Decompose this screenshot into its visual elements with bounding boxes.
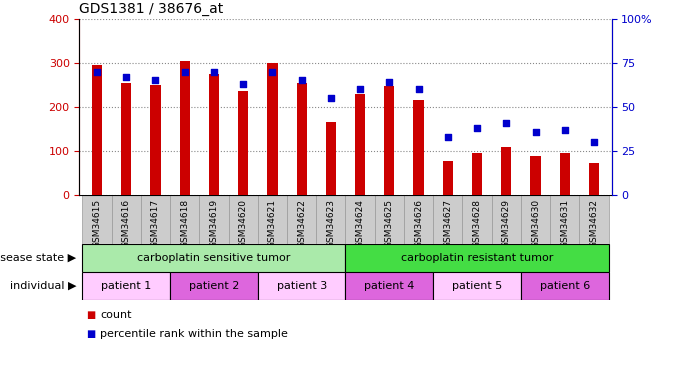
Bar	[579, 195, 609, 244]
Bar	[384, 86, 395, 195]
Text: percentile rank within the sample: percentile rank within the sample	[100, 329, 288, 339]
Text: patient 1: patient 1	[101, 281, 151, 291]
Bar	[346, 244, 609, 272]
Bar	[413, 100, 424, 195]
Bar	[560, 153, 570, 195]
Point	[238, 81, 249, 87]
Text: GSM34623: GSM34623	[326, 199, 335, 248]
Point	[209, 69, 220, 75]
Bar	[82, 195, 112, 244]
Point	[121, 74, 132, 80]
Text: GSM34628: GSM34628	[473, 199, 482, 248]
Bar	[170, 272, 258, 300]
Bar	[433, 272, 521, 300]
Text: GSM34630: GSM34630	[531, 199, 540, 248]
Text: GSM34616: GSM34616	[122, 199, 131, 248]
Bar	[521, 195, 550, 244]
Text: GSM34627: GSM34627	[444, 199, 453, 248]
Bar	[316, 195, 346, 244]
Bar	[501, 147, 511, 195]
Text: GSM34619: GSM34619	[209, 199, 218, 248]
Point	[354, 86, 366, 92]
Point	[413, 86, 424, 92]
Text: GDS1381 / 38676_at: GDS1381 / 38676_at	[79, 2, 224, 16]
Bar	[287, 195, 316, 244]
Bar	[443, 160, 453, 195]
Bar	[433, 195, 462, 244]
Bar	[151, 85, 160, 195]
Bar	[521, 272, 609, 300]
Bar	[472, 153, 482, 195]
Text: patient 5: patient 5	[452, 281, 502, 291]
Bar	[267, 63, 278, 195]
Bar	[229, 195, 258, 244]
Bar	[492, 195, 521, 244]
Bar	[121, 82, 131, 195]
Text: GSM34632: GSM34632	[589, 199, 598, 248]
Text: GSM34621: GSM34621	[268, 199, 277, 248]
Text: GSM34622: GSM34622	[297, 199, 306, 248]
Text: GSM34617: GSM34617	[151, 199, 160, 248]
Bar	[550, 195, 579, 244]
Text: carboplatin sensitive tumor: carboplatin sensitive tumor	[138, 253, 291, 263]
Text: GSM34626: GSM34626	[414, 199, 423, 248]
Bar	[170, 195, 199, 244]
Bar	[180, 61, 190, 195]
Text: patient 4: patient 4	[364, 281, 415, 291]
Text: GSM34629: GSM34629	[502, 199, 511, 248]
Point	[296, 78, 307, 84]
Point	[91, 69, 102, 75]
Bar	[296, 82, 307, 195]
Bar	[346, 272, 433, 300]
Bar	[199, 195, 229, 244]
Point	[501, 120, 512, 126]
Text: GSM34625: GSM34625	[385, 199, 394, 248]
Text: individual ▶: individual ▶	[10, 281, 76, 291]
Bar	[209, 74, 219, 195]
Bar	[258, 195, 287, 244]
Bar	[589, 163, 599, 195]
Point	[150, 78, 161, 84]
Text: GSM34615: GSM34615	[93, 199, 102, 248]
Bar	[258, 272, 346, 300]
Bar	[92, 65, 102, 195]
Text: GSM34624: GSM34624	[356, 199, 365, 248]
Point	[384, 79, 395, 85]
Point	[267, 69, 278, 75]
Bar	[462, 195, 492, 244]
Bar	[531, 156, 540, 195]
Text: carboplatin resistant tumor: carboplatin resistant tumor	[401, 253, 553, 263]
Point	[530, 129, 541, 135]
Text: count: count	[100, 310, 132, 320]
Point	[442, 134, 453, 140]
Bar	[82, 244, 346, 272]
Bar	[141, 195, 170, 244]
Text: ■: ■	[86, 310, 95, 320]
Text: patient 6: patient 6	[540, 281, 590, 291]
Bar	[325, 122, 336, 195]
Text: ■: ■	[86, 329, 95, 339]
Text: disease state ▶: disease state ▶	[0, 253, 76, 263]
Bar	[375, 195, 404, 244]
Bar	[238, 92, 248, 195]
Point	[471, 125, 482, 131]
Bar	[355, 94, 366, 195]
Text: GSM34620: GSM34620	[238, 199, 247, 248]
Text: GSM34631: GSM34631	[560, 199, 569, 248]
Bar	[112, 195, 141, 244]
Bar	[82, 272, 170, 300]
Point	[559, 127, 570, 133]
Text: patient 3: patient 3	[276, 281, 327, 291]
Bar	[404, 195, 433, 244]
Text: patient 2: patient 2	[189, 281, 239, 291]
Point	[589, 139, 600, 145]
Point	[179, 69, 190, 75]
Bar	[346, 195, 375, 244]
Text: GSM34618: GSM34618	[180, 199, 189, 248]
Point	[325, 95, 337, 101]
